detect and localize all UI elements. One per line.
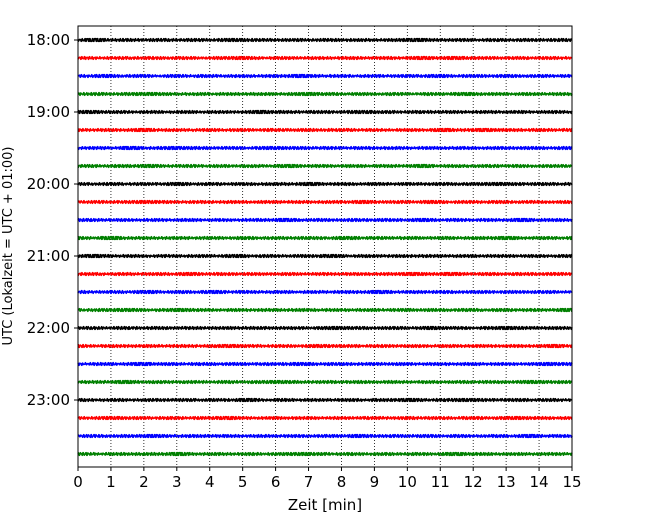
trace-line	[77, 343, 573, 349]
trace-line	[77, 73, 573, 79]
trace-line	[77, 307, 573, 313]
trace-line	[77, 91, 573, 97]
trace-line	[77, 37, 573, 43]
trace-line	[77, 397, 573, 403]
x-tick-label: 7	[304, 473, 314, 491]
trace-line	[77, 217, 573, 223]
x-tick-label: 2	[139, 473, 149, 491]
x-tick-label: 13	[497, 473, 516, 491]
x-tick-label: 11	[431, 473, 450, 491]
trace-line	[77, 235, 573, 241]
x-axis-label: Zeit [min]	[288, 496, 362, 514]
x-tick-label: 15	[562, 473, 581, 491]
trace-line	[77, 199, 573, 205]
trace-group	[77, 37, 573, 457]
x-tick-label: 14	[530, 473, 549, 491]
x-axis: 0 1 2 3 4 5 6 7 8 9 10 11 12 13 14 15	[73, 467, 582, 491]
y-tick-label: 23:00	[27, 391, 70, 409]
y-tick-label: 20:00	[27, 175, 70, 193]
trace-line	[77, 127, 573, 133]
y-axis-label: UTC (Lokalzeit = UTC + 01:00)	[1, 147, 16, 346]
trace-line	[77, 145, 573, 151]
trace-line	[77, 109, 573, 115]
trace-line	[77, 253, 573, 259]
x-tick-label: 0	[73, 473, 83, 491]
trace-line	[77, 325, 573, 331]
x-tick-label: 6	[271, 473, 281, 491]
y-tick-label: 22:00	[27, 319, 70, 337]
trace-line	[77, 55, 573, 61]
y-axis: 18:00 19:00 20:00 21:00 22:00 23:00	[27, 31, 78, 409]
y-tick-label: 19:00	[27, 103, 70, 121]
x-tick-label: 9	[370, 473, 380, 491]
x-tick-label: 5	[238, 473, 248, 491]
x-tick-label: 3	[172, 473, 182, 491]
x-tick-label: 12	[464, 473, 483, 491]
trace-line	[77, 181, 573, 187]
trace-line	[77, 361, 573, 367]
trace-line	[77, 289, 573, 295]
x-tick-label: 8	[337, 473, 347, 491]
x-tick-label: 4	[205, 473, 215, 491]
plot-frame	[77, 25, 573, 468]
y-tick-label: 21:00	[27, 247, 70, 265]
trace-line	[77, 271, 573, 277]
x-tick-label: 10	[398, 473, 417, 491]
y-tick-label: 18:00	[27, 31, 70, 49]
trace-line	[77, 451, 573, 457]
trace-line	[77, 379, 573, 385]
x-tick-label: 1	[106, 473, 116, 491]
trace-line	[77, 415, 573, 421]
trace-line	[77, 163, 573, 169]
trace-line	[77, 433, 573, 439]
